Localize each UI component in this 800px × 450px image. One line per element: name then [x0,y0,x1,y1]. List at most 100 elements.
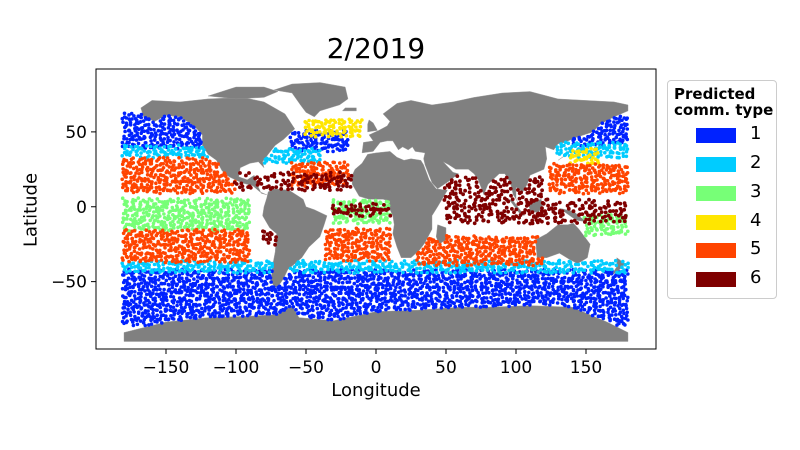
scatter-point [619,123,624,127]
scatter-point [267,273,272,278]
scatter-point [125,199,129,204]
scatter-point [198,241,202,246]
scatter-point [313,259,318,264]
scatter-point [168,304,173,309]
scatter-point [609,297,614,301]
scatter-point [165,152,170,157]
scatter-point [287,147,292,151]
scatter-point [225,248,229,252]
scatter-point [522,293,527,298]
scatter-point [416,288,420,293]
scatter-point [586,296,591,300]
scatter-point [124,180,128,184]
scatter-point [392,278,396,283]
scatter-point [484,296,489,300]
scatter-point [207,181,212,186]
scatter-point [168,116,172,121]
scatter-point [337,303,341,308]
scatter-point [404,299,409,304]
scatter-point [338,126,342,130]
scatter-point [392,305,397,309]
scatter-point [149,322,154,326]
scatter-point [376,305,380,310]
scatter-point [609,283,613,288]
scatter-point [220,314,224,319]
scatter-point [164,309,168,313]
scatter-point [623,274,627,279]
scatter-point [220,199,224,204]
scatter-point [235,248,239,253]
scatter-point [371,281,376,285]
scatter-point [555,145,559,149]
scatter-point [303,120,308,124]
scatter-point [453,270,457,275]
scatter-point [168,216,172,221]
scatter-point [153,281,158,286]
scatter-point [207,239,212,244]
scatter-point [556,296,561,301]
scatter-point [186,228,191,233]
scatter-point [171,143,176,148]
scatter-point [567,276,571,281]
scatter-point [227,187,231,192]
scatter-point [123,129,127,134]
scatter-point [139,177,144,181]
scatter-point [500,292,504,297]
scatter-point [120,154,124,158]
scatter-point [182,284,187,289]
scatter-point [127,129,132,133]
scatter-point [175,303,179,308]
scatter-point [160,228,165,233]
scatter-point [358,309,362,313]
scatter-point [363,240,368,245]
scatter-point [226,301,231,306]
scatter-point [328,249,333,254]
scatter-point [598,279,603,284]
scatter-point [442,303,447,307]
scatter-point [129,317,134,322]
scatter-point [284,295,289,300]
scatter-point [135,251,140,255]
scatter-point [354,312,359,316]
scatter-point [323,146,328,150]
scatter-point [173,274,178,279]
scatter-point [344,265,349,269]
scatter-point [598,134,603,139]
scatter-point [488,280,492,285]
scatter-point [357,288,362,292]
scatter-point [323,275,327,280]
scatter-point [231,207,236,211]
scatter-point [333,275,337,279]
scatter-point [342,228,347,232]
scatter-point [300,141,305,145]
scatter-point [288,266,293,271]
scatter-point [363,302,368,306]
scatter-point [598,304,602,309]
scatter-point [546,285,551,289]
scatter-point [273,287,278,292]
scatter-point [373,291,378,296]
scatter-point [190,180,194,184]
scatter-point [136,141,141,146]
scatter-point [598,267,602,271]
scatter-point [543,299,548,303]
scatter-point [182,309,187,313]
scatter-point [603,132,607,137]
scatter-point [139,291,143,296]
scatter-point [485,266,490,271]
scatter-point [601,313,606,318]
scatter-point [193,313,198,318]
scatter-point [161,140,165,145]
scatter-point [217,301,222,305]
scatter-point [255,300,260,304]
scatter-point [623,270,627,275]
scatter-point [566,141,571,146]
scatter-point [350,312,355,317]
scatter-point [237,267,241,271]
scatter-point [561,267,566,272]
scatter-point [269,153,274,158]
scatter-point [544,280,548,285]
scatter-point [403,307,408,312]
scatter-point [208,268,212,272]
scatter-point [149,139,153,143]
